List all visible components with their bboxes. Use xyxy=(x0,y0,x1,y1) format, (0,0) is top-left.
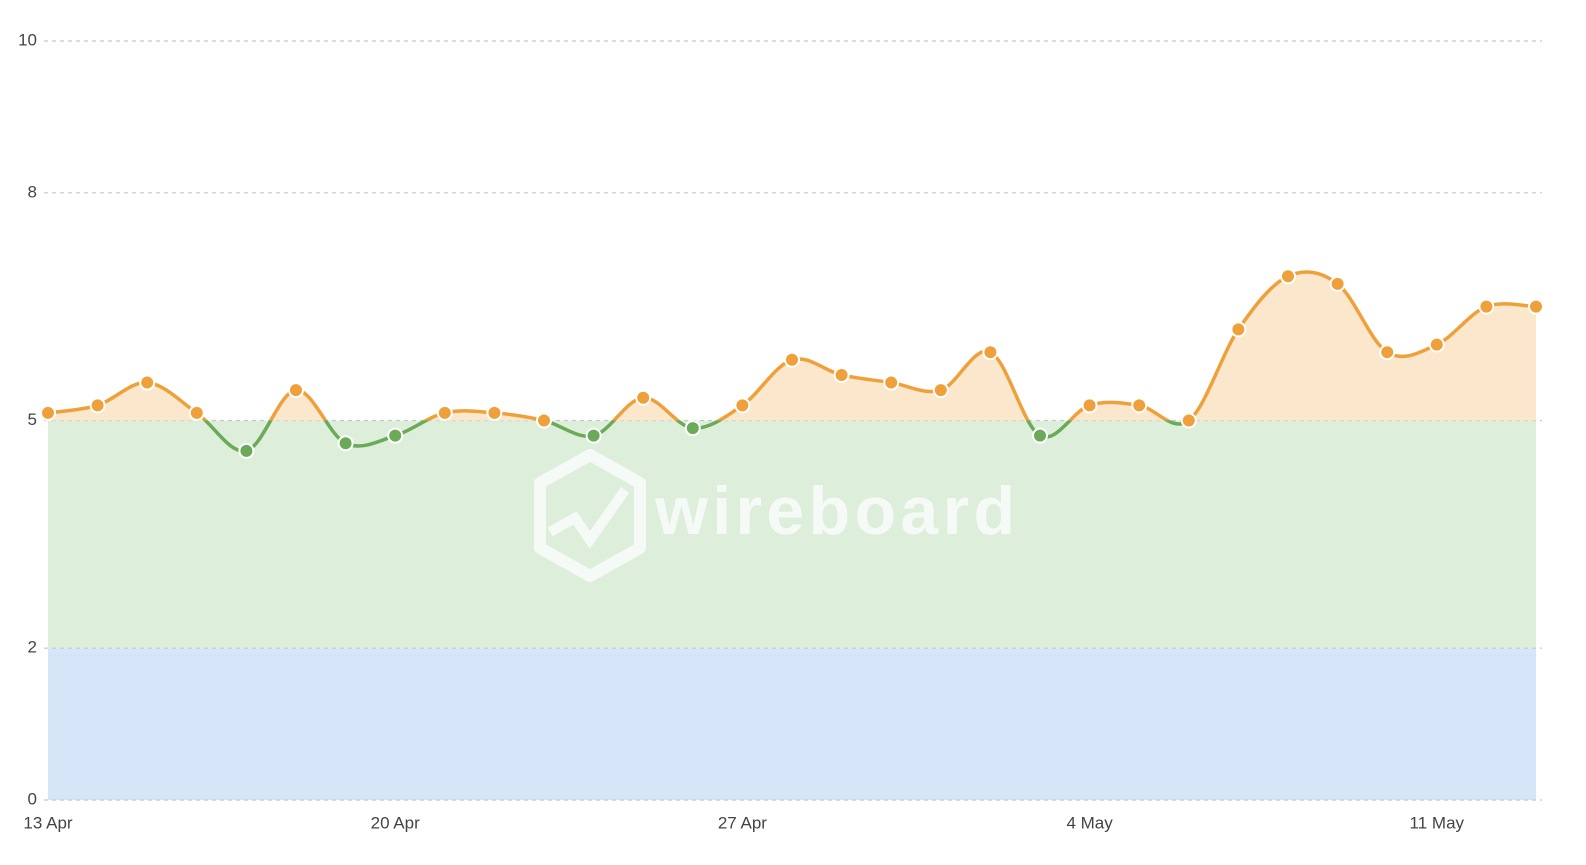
watermark-check xyxy=(547,487,630,549)
x-tick-label: 11 May xyxy=(1410,813,1465,832)
point xyxy=(585,427,602,444)
x-tick-label: 27 Apr xyxy=(718,813,767,832)
point xyxy=(883,374,900,391)
point xyxy=(486,404,503,421)
point xyxy=(288,382,304,399)
y-tick-label: 8 xyxy=(28,182,37,201)
watermark: wireboard xyxy=(534,449,1015,582)
point xyxy=(536,412,552,429)
point xyxy=(932,382,949,399)
y-tick-label: 2 xyxy=(28,638,37,657)
point xyxy=(1131,397,1148,414)
point xyxy=(1478,298,1495,315)
point xyxy=(1329,275,1346,292)
point xyxy=(1230,321,1247,338)
point xyxy=(238,442,255,459)
point xyxy=(1280,268,1296,285)
point xyxy=(387,427,404,444)
point xyxy=(1032,427,1048,444)
point xyxy=(1379,344,1396,361)
point xyxy=(684,420,701,437)
y-tick-label: 0 xyxy=(28,789,37,808)
point xyxy=(139,374,156,391)
x-tick-label: 4 May xyxy=(1066,813,1113,832)
point xyxy=(982,344,999,361)
point xyxy=(1428,336,1445,353)
x-tick-label: 20 Apr xyxy=(371,813,420,832)
point xyxy=(1081,397,1098,414)
point xyxy=(337,435,354,452)
x-tick-label: 13 Apr xyxy=(23,813,72,832)
watermark-text: wireboard xyxy=(654,473,1015,549)
watermark-icon xyxy=(534,449,646,582)
point xyxy=(188,404,205,421)
point xyxy=(40,404,56,421)
point xyxy=(436,404,453,421)
point xyxy=(784,351,800,368)
point xyxy=(635,389,652,406)
point xyxy=(89,397,106,414)
area-above xyxy=(48,272,1536,421)
point xyxy=(1180,412,1197,429)
band xyxy=(48,420,1536,649)
y-tick-label: 10 xyxy=(18,30,37,49)
band xyxy=(48,648,1536,800)
point xyxy=(1528,298,1544,315)
point xyxy=(734,397,751,414)
y-tick-label: 5 xyxy=(28,410,37,429)
point xyxy=(833,366,850,383)
